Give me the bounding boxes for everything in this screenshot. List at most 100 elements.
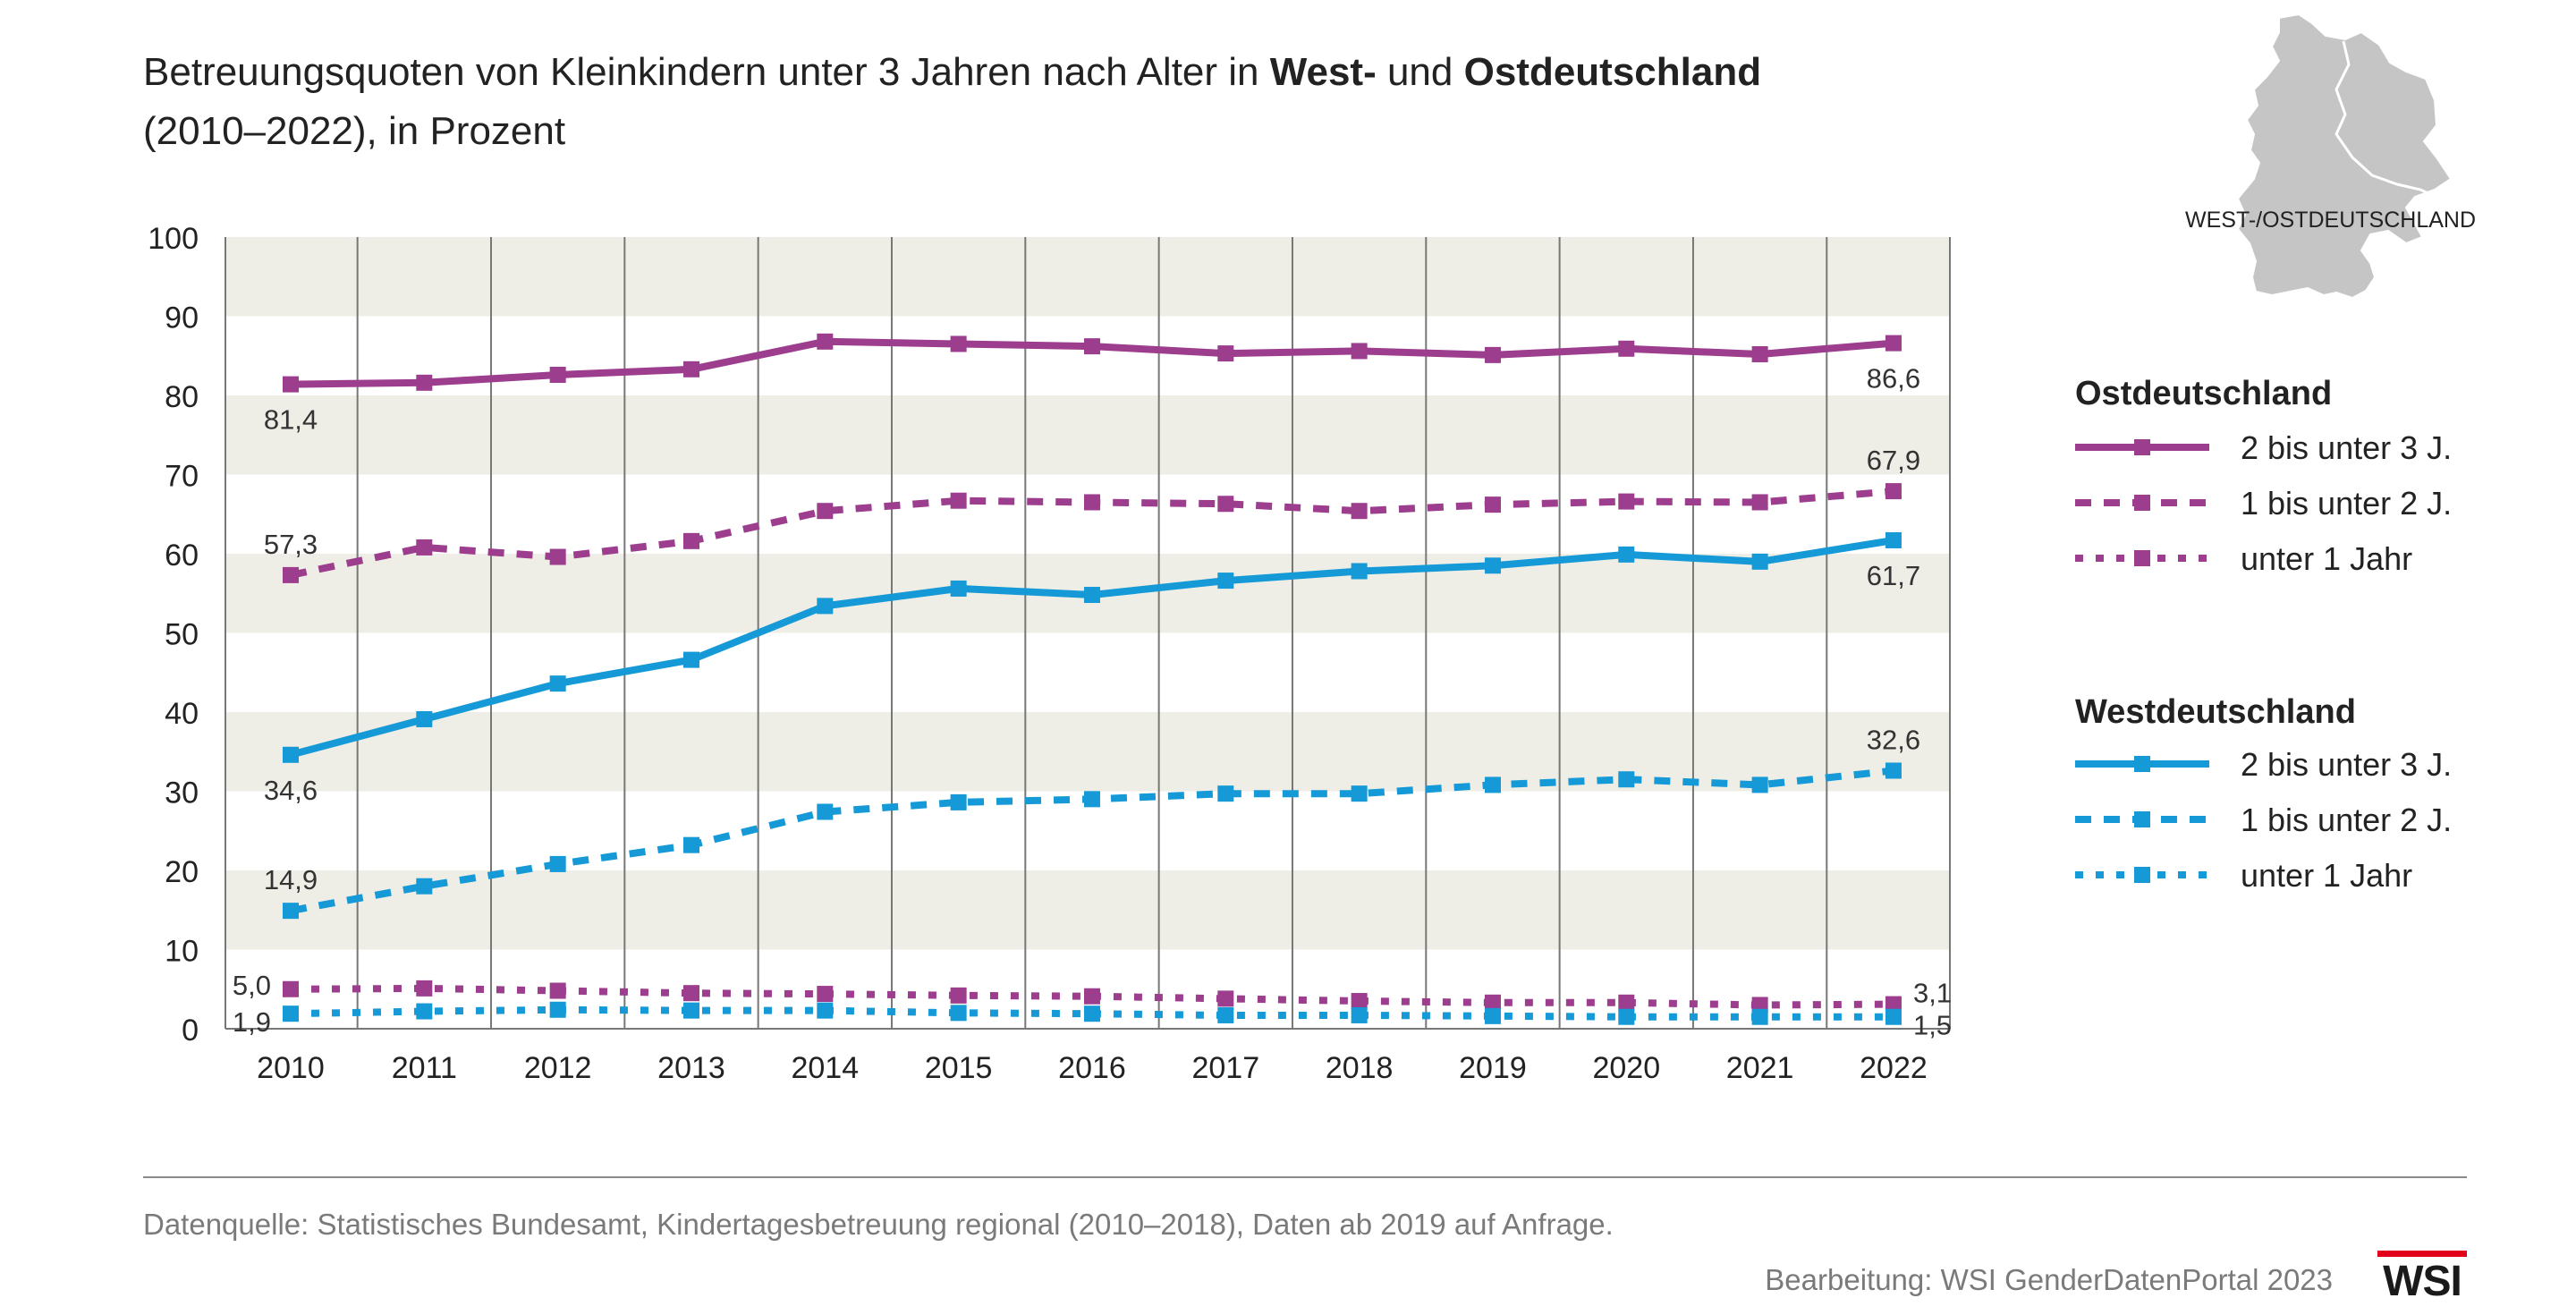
legend-label: unter 1 Jahr	[2241, 857, 2412, 894]
map-caption: WEST-/OSTDEUTSCHLAND	[2185, 208, 2477, 233]
y-tick-label: 90	[165, 301, 199, 335]
y-tick-label: 0	[182, 1014, 199, 1048]
data-point	[1351, 503, 1368, 520]
legend-item: 1 bis unter 2 J.	[2075, 802, 2452, 838]
x-tick-label: 2013	[657, 1051, 725, 1085]
logo-bar	[2377, 1251, 2467, 1257]
data-point	[950, 335, 967, 352]
data-point	[283, 746, 299, 763]
data-point	[682, 651, 699, 668]
data-point	[682, 532, 699, 549]
series-lines	[283, 333, 1902, 1025]
data-point	[950, 492, 967, 509]
legend-label: 2 bis unter 3 J.	[2241, 746, 2452, 783]
y-tick-label: 30	[165, 776, 199, 810]
x-tick-label: 2022	[1860, 1051, 1928, 1085]
series-5	[283, 1001, 1902, 1025]
data-point	[1618, 994, 1635, 1011]
y-tick-label: 100	[148, 222, 199, 256]
data-point	[416, 539, 433, 556]
data-point	[682, 836, 699, 853]
grid-band-10	[225, 870, 1950, 950]
data-point	[682, 361, 699, 378]
legend-swatch-marker	[2134, 439, 2150, 455]
title-west: West-	[1269, 50, 1377, 94]
x-tick-label: 2011	[392, 1051, 457, 1085]
legend-item: unter 1 Jahr	[2075, 857, 2412, 894]
data-point	[1618, 1008, 1635, 1025]
data-point	[1751, 494, 1768, 511]
legend-item: 2 bis unter 3 J.	[2075, 746, 2452, 783]
data-point	[1217, 990, 1234, 1007]
x-tick-labels: 2010 2011 2012 2013 2014 2015 2016 2017 2018 2019…	[257, 1051, 1928, 1085]
data-label: 61,7	[1867, 560, 1920, 591]
data-point	[1217, 1006, 1234, 1023]
data-point	[1751, 776, 1768, 793]
data-label: 32,6	[1867, 724, 1920, 755]
data-point	[682, 985, 699, 1002]
data-point	[1083, 587, 1100, 604]
data-label: 81,4	[264, 404, 318, 436]
legend-item: 1 bis unter 2 J.	[2075, 485, 2452, 522]
x-tick-label: 2010	[257, 1051, 325, 1085]
series-4	[283, 762, 1902, 920]
data-label: 86,6	[1867, 363, 1920, 394]
data-point	[1083, 338, 1100, 355]
data-label: 3,1	[1913, 978, 1952, 1009]
legend-swatch-marker	[2134, 495, 2150, 511]
legend-items: 2 bis unter 3 J. 1 bis unter 2 J. unter 1 …	[2075, 429, 2452, 894]
legend-item: unter 1 Jahr	[2075, 540, 2412, 577]
data-point	[549, 982, 566, 999]
data-point	[1618, 546, 1635, 563]
legend-heading-ost: Ostdeutschland	[2075, 375, 2332, 412]
title-ost: Ostdeutschland	[1463, 50, 1762, 94]
series-0	[283, 333, 1902, 393]
y-tick-label: 20	[165, 855, 199, 889]
data-label: 1,5	[1913, 1010, 1952, 1041]
legend-item: 2 bis unter 3 J.	[2075, 429, 2452, 466]
data-point	[549, 1001, 566, 1018]
data-label: 34,6	[264, 775, 318, 806]
data-label: 57,3	[264, 529, 318, 560]
legend: Ostdeutschland Westdeutschland 2 bis unt…	[2075, 375, 2452, 894]
data-point	[1083, 988, 1100, 1005]
y-tick-label: 70	[165, 460, 199, 494]
data-point	[1618, 340, 1635, 357]
y-tick-label: 50	[165, 618, 199, 652]
y-tick-label: 40	[165, 697, 199, 731]
data-point	[1217, 573, 1234, 590]
legend-swatch-marker	[2134, 811, 2150, 827]
credit: Bearbeitung: WSI GenderDatenPortal 2023	[1765, 1263, 2333, 1296]
data-point	[1885, 335, 1902, 352]
data-point	[283, 903, 299, 920]
data-point	[283, 1005, 299, 1022]
germany-map-shape	[2236, 13, 2453, 300]
data-point	[1751, 1008, 1768, 1025]
data-point	[1618, 493, 1635, 510]
data-point	[283, 980, 299, 997]
axes	[225, 237, 1951, 1030]
data-point	[283, 566, 299, 583]
data-label: 1,9	[233, 1006, 271, 1038]
data-point	[549, 366, 566, 383]
data-point	[1083, 494, 1100, 511]
data-point	[1484, 1007, 1501, 1024]
legend-swatch-marker	[2134, 756, 2150, 772]
data-point	[1351, 993, 1368, 1010]
data-point	[1751, 345, 1768, 362]
data-point	[283, 376, 299, 393]
x-tick-label: 2015	[925, 1051, 993, 1085]
data-point	[1083, 1005, 1100, 1022]
grid-band-70	[225, 395, 1950, 475]
data-label: 5,0	[233, 970, 271, 1001]
series-1	[283, 483, 1902, 583]
data-point	[817, 598, 834, 615]
data-point	[1083, 791, 1100, 808]
data-point	[549, 855, 566, 872]
data-point	[1885, 762, 1902, 779]
data-point	[1217, 496, 1234, 513]
data-point	[1217, 785, 1234, 802]
x-tick-label: 2012	[524, 1051, 592, 1085]
x-tick-label: 2019	[1459, 1051, 1527, 1085]
data-point	[817, 503, 834, 520]
